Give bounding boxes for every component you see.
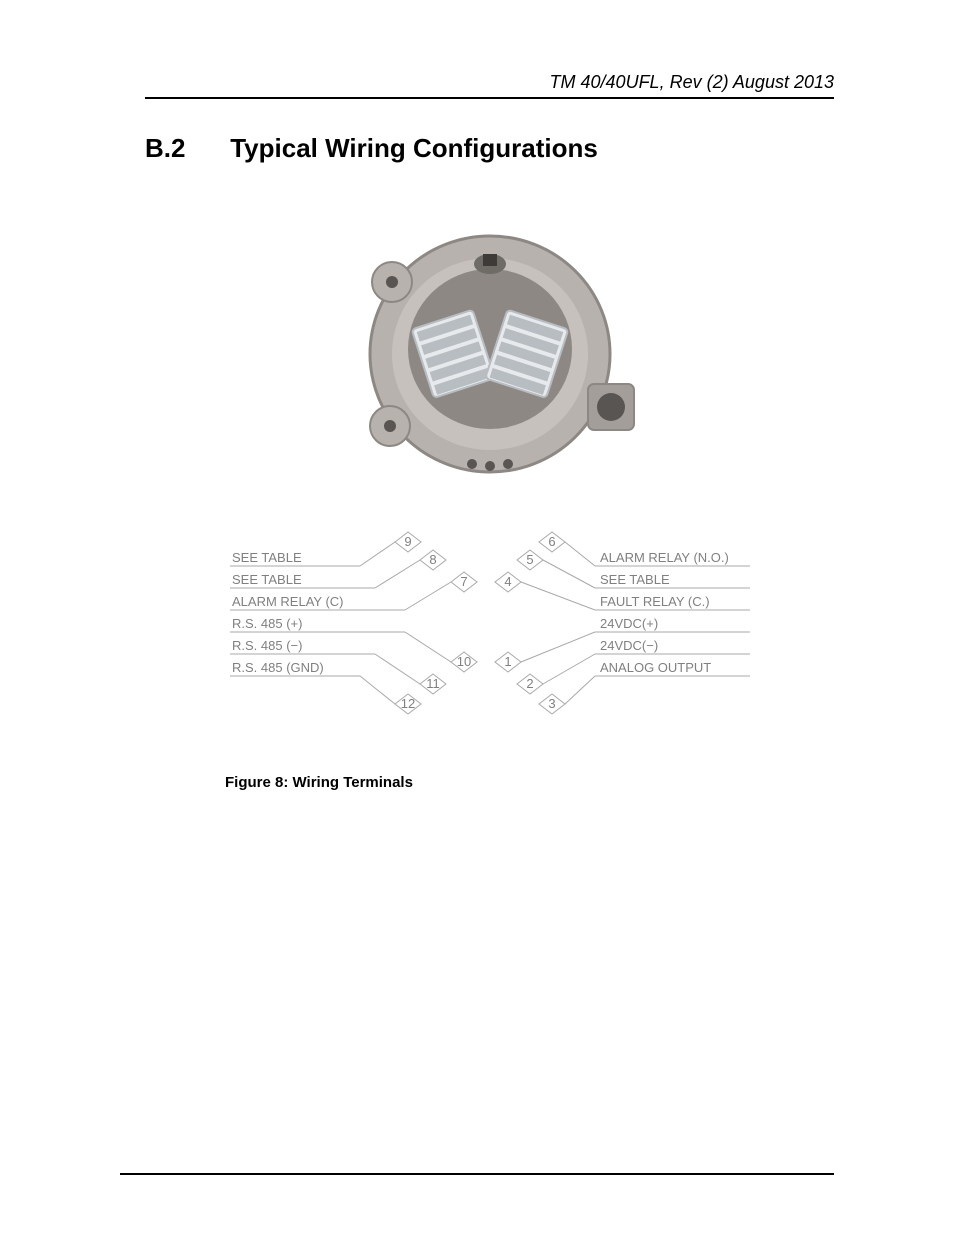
pin-label: ALARM RELAY (N.O.) xyxy=(600,550,729,565)
pin-num: 5 xyxy=(526,552,533,567)
doc-reference: TM 40/40UFL, Rev (2) August 2013 xyxy=(550,72,834,92)
figure-caption-text: Figure 8: Wiring Terminals xyxy=(225,774,413,791)
device-photo xyxy=(145,204,834,494)
pin-num: 1 xyxy=(504,654,511,669)
pin-label: ALARM RELAY (C) xyxy=(232,594,344,609)
wiring-diagram-svg: 9 8 7 10 11 12 6 5 4 1 2 3 SEE TABLE SEE… xyxy=(225,524,755,754)
pin-num: 11 xyxy=(426,676,440,691)
pin-label: SEE TABLE xyxy=(232,550,302,565)
pin-num: 2 xyxy=(526,676,533,691)
running-header: TM 40/40UFL, Rev (2) August 2013 xyxy=(145,72,834,99)
pin-label: 24VDC(−) xyxy=(600,638,658,653)
pin-num: 4 xyxy=(504,574,511,589)
pin-num: 10 xyxy=(456,654,470,669)
pin-label: 24VDC(+) xyxy=(600,616,658,631)
pin-num: 3 xyxy=(548,696,555,711)
wiring-diagram: 9 8 7 10 11 12 6 5 4 1 2 3 SEE TABLE SEE… xyxy=(145,524,834,754)
section-number: B.2 xyxy=(145,133,223,164)
pin-num: 6 xyxy=(548,534,555,549)
pin-label: SEE TABLE xyxy=(232,572,302,587)
pin-label: R.S. 485 (−) xyxy=(232,638,302,653)
pin-num: 8 xyxy=(429,552,436,567)
footer-rule xyxy=(120,1173,834,1175)
section-heading: B.2 Typical Wiring Configurations xyxy=(145,133,834,164)
page: TM 40/40UFL, Rev (2) August 2013 B.2 Typ… xyxy=(0,0,954,1235)
pin-label: R.S. 485 (GND) xyxy=(232,660,324,675)
pin-label: SEE TABLE xyxy=(600,572,670,587)
pin-label: ANALOG OUTPUT xyxy=(600,660,711,675)
pin-label: R.S. 485 (+) xyxy=(232,616,302,631)
pin-num: 12 xyxy=(400,696,414,711)
section-title-text: Typical Wiring Configurations xyxy=(230,133,598,163)
figure-caption: Figure 8: Wiring Terminals xyxy=(225,774,834,791)
pin-label: FAULT RELAY (C.) xyxy=(600,594,710,609)
device-photo-svg xyxy=(340,204,640,494)
pin-num: 9 xyxy=(404,534,411,549)
pin-num: 7 xyxy=(460,574,467,589)
